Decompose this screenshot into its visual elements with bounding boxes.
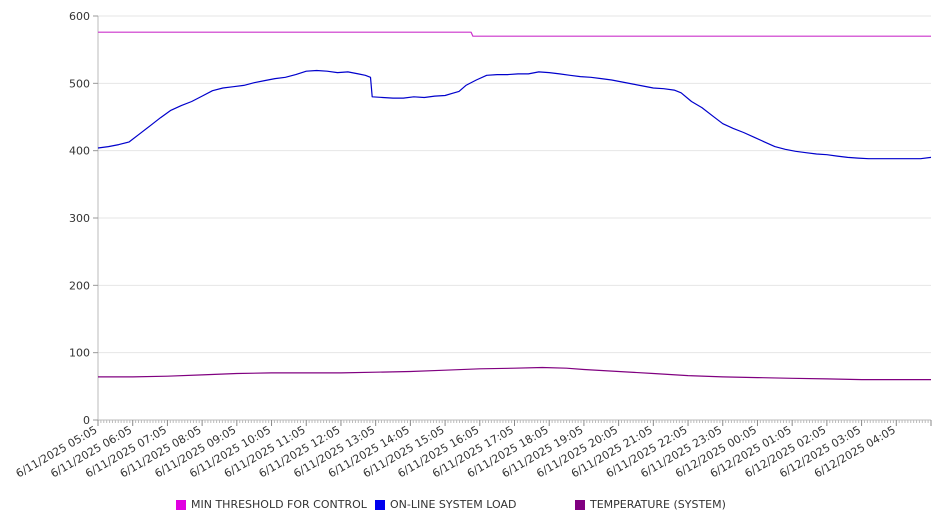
series-lines: [97, 31, 932, 381]
y-tick-label-300: 300: [69, 212, 90, 225]
legend-label-system-load: ON-LINE SYSTEM LOAD: [390, 498, 517, 511]
series-line-2: [98, 366, 931, 381]
legend-item-temperature: TEMPERATURE (SYSTEM): [575, 498, 726, 511]
legend: MIN THRESHOLD FOR CONTROL ON-LINE SYSTEM…: [0, 498, 946, 514]
y-tick-label-100: 100: [69, 347, 90, 360]
legend-swatch-temperature: [575, 499, 585, 510]
series-line-1: [97, 69, 932, 160]
legend-item-min-threshold: MIN THRESHOLD FOR CONTROL: [176, 498, 367, 511]
y-tick-label-200: 200: [69, 279, 90, 292]
legend-swatch-system-load: [375, 499, 385, 510]
legend-item-system-load: ON-LINE SYSTEM LOAD: [375, 498, 516, 511]
x-axis-ticks: 6/11/2025 05:056/11/2025 06:056/11/2025 …: [14, 420, 932, 480]
y-tick-label-500: 500: [69, 77, 90, 90]
legend-swatch-min-threshold: [176, 499, 186, 510]
legend-label-temperature: TEMPERATURE (SYSTEM): [590, 498, 726, 511]
series-line-0: [98, 31, 931, 37]
y-tick-label-0: 0: [83, 414, 90, 427]
y-tick-label-400: 400: [69, 145, 90, 158]
y-tick-label-600: 600: [69, 10, 90, 23]
legend-label-min-threshold: MIN THRESHOLD FOR CONTROL: [191, 498, 367, 511]
gridlines: [98, 15, 931, 354]
y-axis-ticks: 0 100 200 300 400 500 600: [69, 10, 98, 427]
